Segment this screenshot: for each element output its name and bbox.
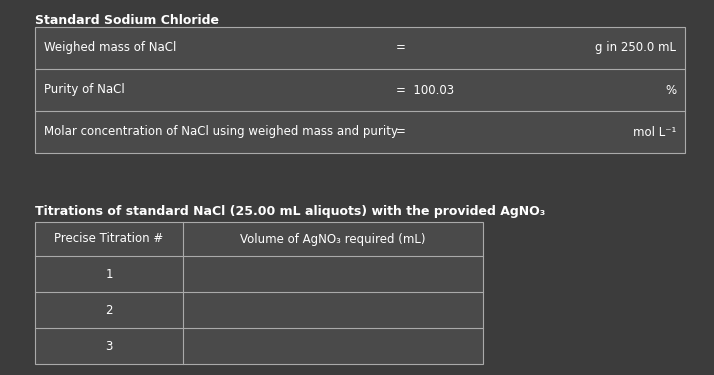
- Text: =  100.03: = 100.03: [396, 84, 454, 96]
- Text: Titrations of standard NaCl (25.00 mL aliquots) with the provided AgNO₃: Titrations of standard NaCl (25.00 mL al…: [35, 205, 545, 218]
- Bar: [35, 222, 483, 364]
- Text: =: =: [396, 42, 406, 54]
- Text: mol L⁻¹: mol L⁻¹: [633, 126, 676, 138]
- Text: Molar concentration of NaCl using weighed mass and purity: Molar concentration of NaCl using weighe…: [44, 126, 398, 138]
- Bar: [35, 27, 685, 153]
- Text: g in 250.0 mL: g in 250.0 mL: [595, 42, 676, 54]
- Text: Standard Sodium Chloride: Standard Sodium Chloride: [35, 14, 219, 27]
- Text: =: =: [396, 126, 406, 138]
- Text: Purity of NaCl: Purity of NaCl: [44, 84, 125, 96]
- Text: Precise Titration #: Precise Titration #: [54, 232, 164, 246]
- Text: Volume of AgNO₃ required (mL): Volume of AgNO₃ required (mL): [240, 232, 426, 246]
- Text: Weighed mass of NaCl: Weighed mass of NaCl: [44, 42, 176, 54]
- Text: %: %: [665, 84, 676, 96]
- Text: 3: 3: [105, 339, 113, 352]
- Text: 1: 1: [105, 267, 113, 280]
- Text: 2: 2: [105, 303, 113, 316]
